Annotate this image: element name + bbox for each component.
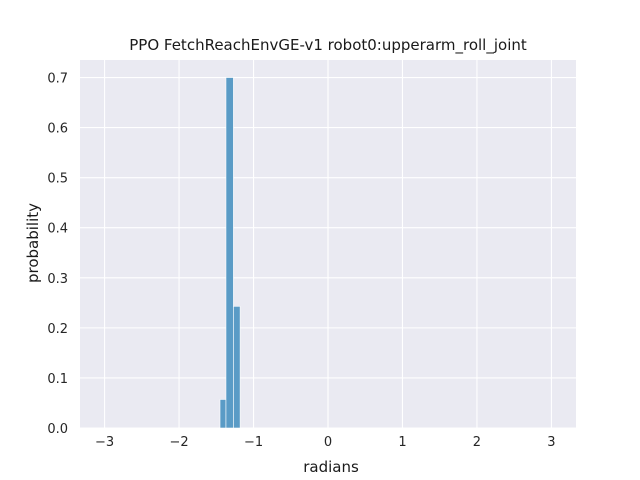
y-tick-label: 0.1 [47, 372, 68, 387]
x-tick-label: −2 [169, 435, 188, 450]
y-tick-label: 0.4 [47, 222, 68, 237]
y-tick-label: 0.7 [47, 72, 68, 87]
y-tick-label: 0.3 [47, 272, 68, 287]
y-tick-label: 0.6 [47, 122, 68, 137]
x-tick-label: 2 [473, 435, 481, 450]
y-tick-label: 0.2 [47, 322, 68, 337]
histogram-bar [219, 399, 227, 429]
x-tick-label: 3 [547, 435, 555, 450]
x-tick-label: −3 [95, 435, 114, 450]
chart-title: PPO FetchReachEnvGE-v1 robot0:upperarm_r… [129, 36, 527, 55]
y-tick-label: 0.5 [47, 172, 68, 187]
x-tick-label: −1 [244, 435, 263, 450]
histogram-bar [233, 306, 241, 429]
x-tick-label: 0 [324, 435, 332, 450]
histogram-bar [225, 77, 234, 429]
grid [80, 60, 576, 429]
x-tick-label: 1 [398, 435, 406, 450]
bars [219, 77, 241, 429]
x-axis-ticks: −3 −2 −1 0 1 2 3 [95, 435, 556, 450]
y-tick-label: 0.0 [47, 422, 68, 437]
y-axis-label: probability [24, 203, 42, 283]
x-axis-label: radians [303, 458, 359, 476]
y-axis-ticks: 0.0 0.1 0.2 0.3 0.4 0.5 0.6 0.7 [47, 72, 68, 437]
